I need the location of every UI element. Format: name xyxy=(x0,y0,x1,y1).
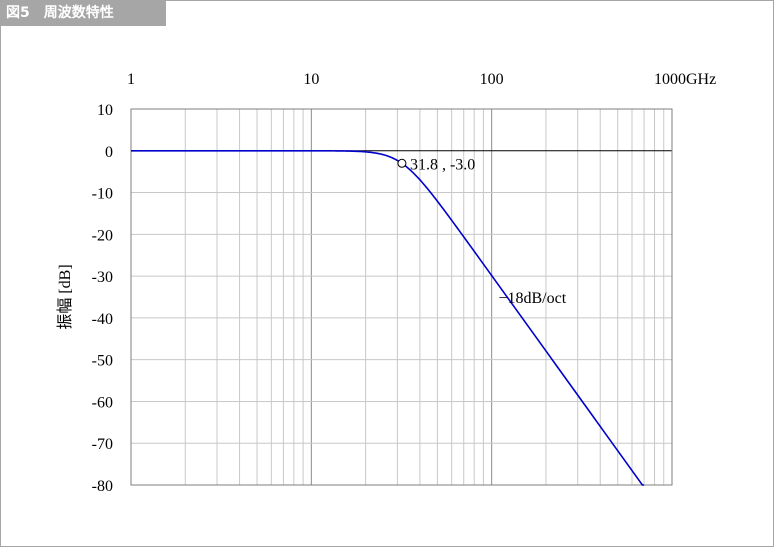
cutoff-point-marker xyxy=(397,158,407,168)
y-tick-label: -20 xyxy=(92,227,113,244)
slope-annotation: −18dB/oct xyxy=(498,290,566,307)
y-axis-label: 振幅 [dB] xyxy=(56,264,74,329)
x-tick-label: 1 xyxy=(127,71,135,88)
cutoff-point-label: 31.8 , -3.0 xyxy=(410,156,475,173)
y-tick-label: -80 xyxy=(92,478,113,495)
y-tick-label: -30 xyxy=(92,269,113,286)
y-tick-label: 10 xyxy=(97,102,113,119)
figure-label: 図5 周波数特性 xyxy=(0,0,166,26)
response-curve xyxy=(131,149,645,486)
y-tick-label: -40 xyxy=(92,311,113,328)
grid-layer xyxy=(131,109,672,485)
x-tick-label: 100 xyxy=(480,71,504,88)
y-tick-label: -50 xyxy=(92,353,113,370)
y-tick-label: 0 xyxy=(105,144,113,161)
y-tick-label: -10 xyxy=(92,186,113,203)
y-tick-label: -60 xyxy=(92,394,113,411)
x-tick-label: 10 xyxy=(303,71,319,88)
annotation-layer: 31.8 , -3.0 −18dB/oct xyxy=(397,156,567,307)
axis-layer: 100-10-20-30-40-50-60-70-801 10 100 1000GHz… xyxy=(56,71,716,495)
plot-border xyxy=(130,108,673,486)
x-tick-label: 1000GHz xyxy=(654,71,716,88)
y-tick-label: -70 xyxy=(92,436,113,453)
series-layer xyxy=(131,149,645,486)
